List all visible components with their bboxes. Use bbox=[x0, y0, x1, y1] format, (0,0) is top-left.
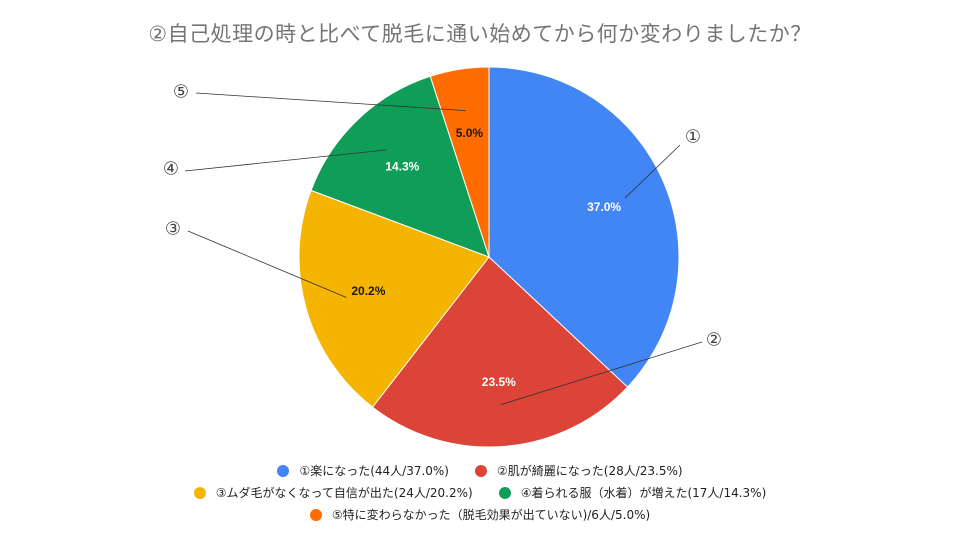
callout-line-5 bbox=[195, 92, 466, 111]
callout-marker-3: ③ bbox=[165, 219, 181, 240]
callout-leader-lines bbox=[184, 92, 703, 406]
legend-label-3: ③ムダ毛がなくなって自信が出た(24人/20.2%) bbox=[215, 486, 473, 500]
callout-line-4 bbox=[184, 149, 387, 172]
legend-row-2: ③ムダ毛がなくなって自信が出た(24人/20.2%) ④着られる服（水着）が増え… bbox=[0, 484, 960, 501]
legend-label-4: ④着られる服（水着）が増えた(17人/14.3%) bbox=[520, 486, 767, 500]
legend-swatch-2 bbox=[475, 464, 487, 477]
legend-label-1: ①楽になった(44人/37.0%) bbox=[299, 464, 449, 478]
callout-line-3 bbox=[187, 230, 347, 298]
legend-label-2: ②肌が綺麗になった(28人/23.5%) bbox=[497, 464, 683, 478]
callout-line-1 bbox=[624, 144, 681, 199]
legend-item-3: ③ムダ毛がなくなって自信が出た(24人/20.2%) bbox=[193, 484, 473, 501]
slice-label-1: 37.0% bbox=[587, 200, 621, 214]
pie-slice-1 bbox=[488, 66, 680, 388]
slice-labels: 37.0% 23.5% 20.2% 14.3% 5.0% bbox=[351, 126, 621, 389]
legend-swatch-1 bbox=[277, 464, 290, 477]
chart-title: ②自己処理の時と比べて脱毛に通い始めてから何か変わりましたか？ bbox=[148, 22, 812, 46]
callout-line-2 bbox=[500, 341, 703, 406]
legend-swatch-5 bbox=[309, 508, 322, 521]
slice-label-2: 23.5% bbox=[482, 375, 516, 389]
slice-label-5: 5.0% bbox=[456, 126, 484, 140]
pie-slice-3 bbox=[298, 189, 490, 408]
callout-marker-1: ① bbox=[685, 127, 701, 148]
pie-slice-5 bbox=[429, 66, 490, 258]
callout-marker-2: ② bbox=[706, 330, 722, 351]
legend-swatch-4 bbox=[498, 486, 511, 499]
legend-row-3: ⑤特に変わらなかった（脱毛効果が出ていない)/6人/5.0%) bbox=[0, 506, 960, 523]
legend-item-4: ④着られる服（水着）が増えた(17人/14.3%) bbox=[498, 484, 767, 501]
legend-swatch-3 bbox=[193, 486, 206, 499]
pie-slice-2 bbox=[371, 256, 629, 448]
callout-marker-5: ⑤ bbox=[173, 82, 189, 103]
slice-label-3: 20.2% bbox=[351, 284, 385, 298]
legend-label-5: ⑤特に変わらなかった（脱毛効果が出ていない)/6人/5.0%) bbox=[331, 508, 651, 522]
callout-marker-4: ④ bbox=[163, 159, 179, 180]
pie-slices bbox=[298, 66, 680, 448]
legend-item-5: ⑤特に変わらなかった（脱毛効果が出ていない)/6人/5.0%) bbox=[309, 506, 651, 523]
legend-row-1: ①楽になった(44人/37.0%) ②肌が綺麗になった(28人/23.5%) bbox=[0, 462, 960, 479]
slice-label-4: 14.3% bbox=[385, 159, 419, 173]
legend-item-2: ②肌が綺麗になった(28人/23.5%) bbox=[475, 462, 683, 479]
legend-item-1: ①楽になった(44人/37.0%) bbox=[277, 462, 449, 479]
